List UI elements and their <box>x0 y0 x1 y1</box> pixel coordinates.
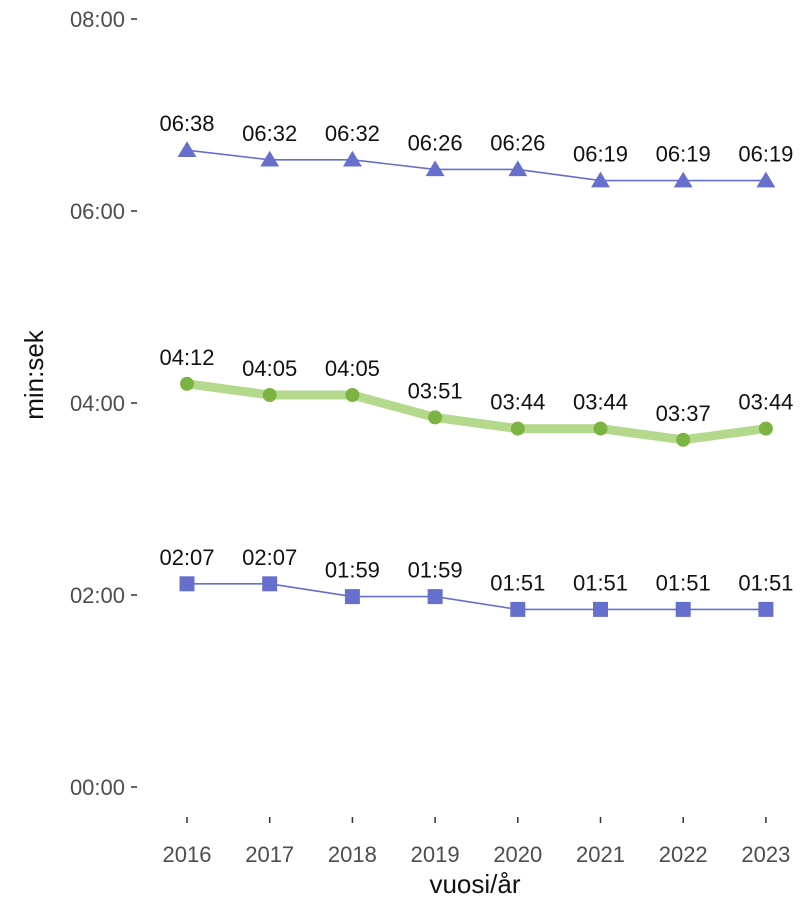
series-circle: 04:12 04:05 04:05 03:51 03:44 03:44 03:37 03:44 <box>159 345 793 447</box>
data-label: 01:59 <box>408 558 463 583</box>
y-tick-label: 00:00 <box>70 775 125 800</box>
circle-marker <box>345 388 360 402</box>
data-label: 01:51 <box>490 570 545 595</box>
data-label: 06:19 <box>738 142 793 167</box>
triangle-marker <box>342 150 362 167</box>
triangle-marker <box>425 160 445 177</box>
triangle-marker <box>177 141 197 157</box>
square-marker <box>675 601 691 617</box>
series-line <box>186 582 767 611</box>
circle-marker <box>676 432 691 447</box>
square-marker <box>510 601 526 617</box>
x-tick-label: 2022 <box>659 842 708 867</box>
data-label: 02:07 <box>242 545 297 570</box>
y-tick-label: 08:00 <box>70 7 125 32</box>
data-label: 06:38 <box>159 111 214 136</box>
x-tick-label: 2018 <box>328 842 377 867</box>
x-axis-title: vuosi/år <box>429 869 520 899</box>
series-line <box>186 149 767 182</box>
y-tick-label: 04:00 <box>70 391 125 416</box>
data-label: 04:05 <box>325 356 380 381</box>
y-tick-label: 06:00 <box>70 199 125 224</box>
square-marker <box>427 589 443 605</box>
data-label: 03:44 <box>490 390 545 415</box>
square-marker <box>262 576 278 592</box>
data-label: 03:51 <box>408 378 463 403</box>
triangle-marker <box>260 150 280 167</box>
data-label: 06:19 <box>656 142 711 167</box>
data-label: 06:19 <box>573 142 628 167</box>
x-tick-label: 2016 <box>163 842 212 867</box>
data-label: 01:59 <box>325 558 380 583</box>
square-marker <box>179 576 195 592</box>
y-axis-title: min:sek <box>19 329 49 420</box>
series-square: 02:07 02:07 01:59 01:59 01:51 01:51 01:51 01:51 <box>159 545 793 617</box>
data-label: 02:07 <box>159 545 214 570</box>
x-tick-label: 2020 <box>493 842 542 867</box>
x-axis: 2016 2017 2018 2019 2020 2021 2022 2023 <box>163 817 790 867</box>
triangle-marker <box>508 160 528 177</box>
data-label: 04:05 <box>242 356 297 381</box>
data-label: 01:51 <box>656 570 711 595</box>
x-tick-label: 2021 <box>576 842 625 867</box>
data-label: 01:51 <box>573 570 628 595</box>
circle-marker <box>593 421 608 436</box>
data-label: 03:44 <box>573 390 628 415</box>
triangle-marker <box>756 171 776 188</box>
data-label: 03:37 <box>656 401 711 426</box>
y-tick-label: 02:00 <box>70 583 125 608</box>
series-line <box>182 379 771 445</box>
triangle-marker <box>591 171 610 188</box>
x-tick-label: 2017 <box>245 842 294 867</box>
data-label: 01:51 <box>738 570 793 595</box>
circle-marker <box>758 421 773 436</box>
data-label: 06:32 <box>325 121 380 146</box>
x-tick-label: 2019 <box>411 842 460 867</box>
circle-marker <box>262 388 277 402</box>
square-marker <box>593 601 608 617</box>
y-axis: 00:00 02:00 04:00 06:00 08:00 <box>70 7 137 800</box>
data-label: 06:26 <box>408 130 463 155</box>
data-label: 06:32 <box>242 121 297 146</box>
series-layer: 06:38 06:32 06:32 06:26 06:26 06:19 06:19 06:19… <box>159 111 793 617</box>
data-label: 03:44 <box>738 390 793 415</box>
data-label: 04:12 <box>159 345 214 370</box>
circle-marker <box>428 410 443 425</box>
square-marker <box>758 601 774 617</box>
square-marker <box>344 589 360 605</box>
circle-marker <box>510 421 525 436</box>
circle-marker <box>180 376 194 391</box>
triangle-marker <box>673 171 693 188</box>
x-tick-label: 2023 <box>741 842 790 867</box>
series-triangle: 06:38 06:32 06:32 06:26 06:26 06:19 06:19 06:19 <box>159 111 793 188</box>
data-label: 06:26 <box>490 130 545 155</box>
